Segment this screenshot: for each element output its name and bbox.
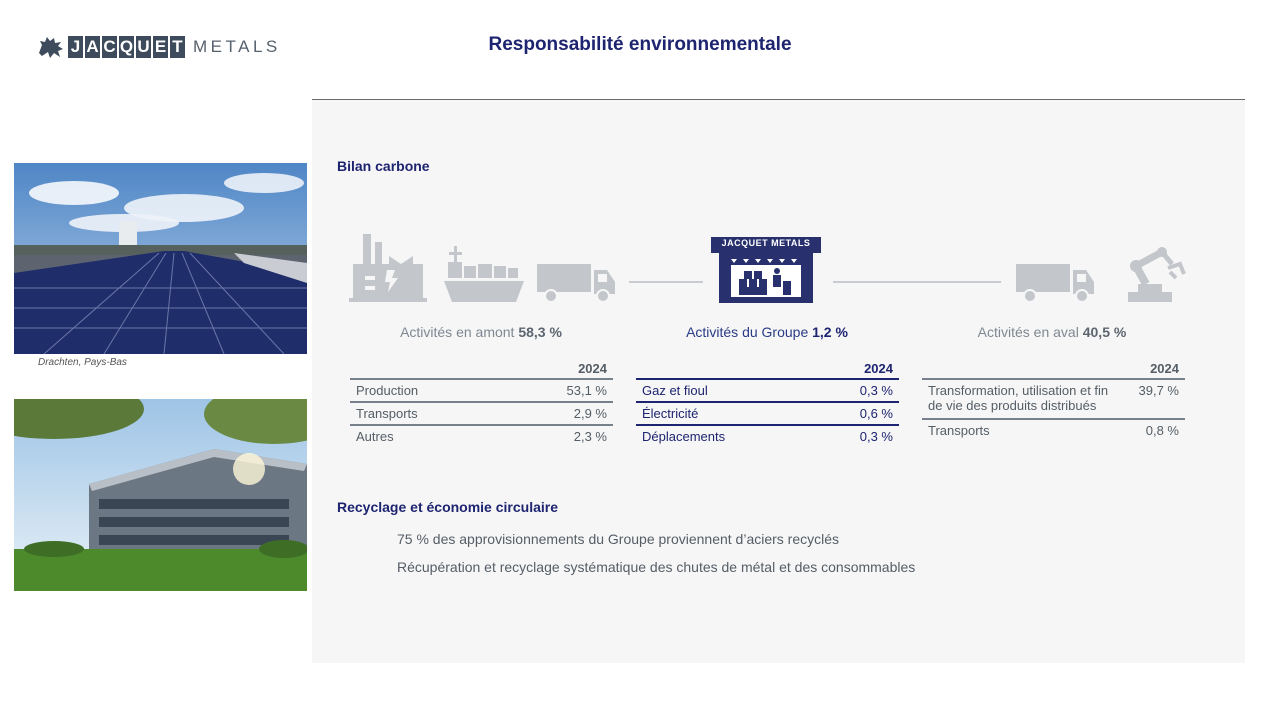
table-row: Transports 2,9 % xyxy=(350,403,613,426)
table-row: Autres 2,3 % xyxy=(350,426,613,447)
connector-line xyxy=(629,281,703,283)
row-value: 0,6 % xyxy=(859,406,893,421)
downstream-table: 2024 Transformation, utilisation et fin … xyxy=(922,361,1185,441)
upstream-label-text: Activités en amont xyxy=(400,324,515,340)
logo-letters: J A C Q U E T xyxy=(68,36,187,58)
row-label: Transports xyxy=(356,406,418,421)
office-building-photo xyxy=(14,399,307,591)
table-row: Déplacements 0,3 % xyxy=(636,426,899,447)
row-value: 0,3 % xyxy=(859,429,893,444)
recycling-bullet: Récupération et recyclage systématique d… xyxy=(397,559,916,575)
upstream-activity-label: Activités en amont 58,3 % xyxy=(400,324,562,340)
downstream-label-text: Activités en aval xyxy=(977,324,1079,340)
row-label: Autres xyxy=(356,429,394,444)
factory-icon xyxy=(349,234,427,302)
logo-letter: U xyxy=(136,36,151,58)
table-row: Transports 0,8 % xyxy=(922,420,1185,441)
row-label: Transports xyxy=(928,423,990,438)
group-label-text: Activités du Groupe xyxy=(686,324,809,340)
solar-roof-photo xyxy=(14,163,307,354)
lion-emblem-icon xyxy=(39,37,63,58)
group-share-value: 1,2 % xyxy=(812,324,848,340)
row-label: Gaz et fioul xyxy=(642,383,708,398)
row-label: Déplacements xyxy=(642,429,726,444)
downstream-activity-label: Activités en aval 40,5 % xyxy=(978,324,1127,340)
table-year-header: 2024 xyxy=(636,361,899,380)
logo-letter: J xyxy=(68,36,83,58)
connector-line xyxy=(833,281,1001,283)
row-label: Production xyxy=(356,383,419,398)
table-row: Électricité 0,6 % xyxy=(636,403,899,426)
row-value: 53,1 % xyxy=(566,383,607,398)
upstream-share-value: 58,3 % xyxy=(518,324,562,340)
logo-letter: E xyxy=(153,36,168,58)
logo-letter: T xyxy=(170,36,185,58)
upstream-table: 2024 Production 53,1 % Transports 2,9 % … xyxy=(350,361,613,447)
row-value: 0,3 % xyxy=(859,383,893,398)
row-value: 2,3 % xyxy=(573,429,607,444)
truck-icon xyxy=(1016,264,1094,302)
page-title: Responsabilité environnementale xyxy=(488,34,792,55)
content-panel xyxy=(312,99,1245,663)
logo-letter: Q xyxy=(119,36,134,58)
truck-icon xyxy=(537,264,615,302)
photo-caption: Drachten, Pays-Bas xyxy=(38,357,127,368)
row-value: 2,9 % xyxy=(573,406,607,421)
group-table: 2024 Gaz et fioul 0,3 % Électricité 0,6 … xyxy=(636,361,899,447)
table-year-header: 2024 xyxy=(350,361,613,380)
row-label: Transformation, utilisation et fin de vi… xyxy=(928,383,1109,413)
section-title-recyclage: Recyclage et économie circulaire xyxy=(337,499,558,515)
logo-letter: A xyxy=(85,36,100,58)
table-row: Gaz et fioul 0,3 % xyxy=(636,380,899,403)
logo-letter: C xyxy=(102,36,117,58)
warehouse-icon: JACQUET METALS xyxy=(711,237,821,303)
table-row: Production 53,1 % xyxy=(350,380,613,403)
row-value: 39,7 % xyxy=(1138,383,1179,398)
table-row: Transformation, utilisation et fin de vi… xyxy=(922,380,1185,420)
table-year-header: 2024 xyxy=(922,361,1185,380)
row-value: 0,8 % xyxy=(1145,423,1179,438)
robot-arm-icon xyxy=(1128,247,1186,302)
recycling-bullet: 75 % des approvisionnements du Groupe pr… xyxy=(397,531,840,547)
group-activity-label: Activités du Groupe 1,2 % xyxy=(686,324,848,340)
company-logo: J A C Q U E T METALS xyxy=(36,32,281,62)
logo-suffix: METALS xyxy=(193,37,281,56)
row-label: Électricité xyxy=(642,406,699,421)
downstream-share-value: 40,5 % xyxy=(1082,324,1127,340)
cargo-ship-icon xyxy=(444,246,524,302)
warehouse-sign: JACQUET METALS xyxy=(721,238,811,248)
section-title-bilan-carbone: Bilan carbone xyxy=(337,158,430,174)
